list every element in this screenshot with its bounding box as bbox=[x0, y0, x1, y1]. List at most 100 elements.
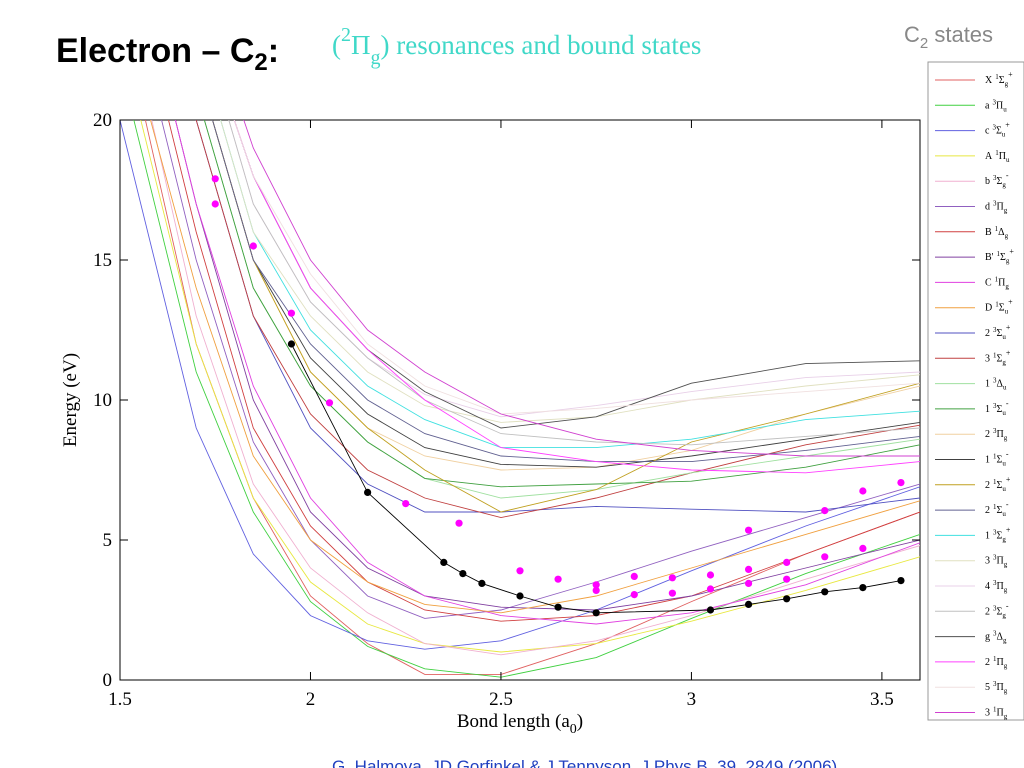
legend-label: 3 1Πg bbox=[985, 706, 1008, 721]
y-tick-label: 0 bbox=[103, 670, 113, 691]
legend-label: 2 3Σg- bbox=[985, 601, 1009, 619]
legend-state: C bbox=[985, 277, 992, 288]
legend-term: Π bbox=[997, 202, 1004, 213]
title-text: Electron – C bbox=[56, 32, 254, 70]
x-tick-label: 1.5 bbox=[108, 689, 132, 710]
legend-mult: 1 bbox=[995, 225, 999, 233]
legend-state: 1 bbox=[985, 404, 990, 415]
legend-sup: - bbox=[1006, 601, 1009, 610]
legend-state: c bbox=[985, 126, 990, 137]
series-line bbox=[203, 120, 920, 488]
legend-sub: g bbox=[1002, 358, 1006, 366]
legend-label: c 3Σu+ bbox=[985, 121, 1010, 139]
legend-label: 2 1Σu- bbox=[985, 500, 1009, 518]
bound-state-point bbox=[897, 577, 905, 585]
legend-state: 5 bbox=[985, 682, 990, 693]
resonance-point bbox=[706, 585, 715, 593]
bound-state-point bbox=[821, 588, 829, 596]
legend-state: 1 bbox=[985, 455, 990, 466]
legend-mult: 1 bbox=[993, 478, 997, 486]
legend-state: 2 bbox=[985, 606, 990, 617]
bound-state-point bbox=[516, 592, 524, 600]
subtitle-symbol: Π bbox=[351, 30, 371, 60]
resonance-point bbox=[859, 487, 867, 495]
resonance-point bbox=[821, 553, 829, 561]
legend-sub: g bbox=[1005, 80, 1009, 88]
resonance-point bbox=[325, 399, 334, 407]
legend-state: 2 bbox=[985, 657, 990, 668]
legend-label: 2 1Πg bbox=[985, 655, 1008, 670]
y-tick-label: 10 bbox=[93, 390, 112, 411]
series-line bbox=[203, 120, 920, 499]
resonance-point bbox=[744, 526, 753, 534]
legend-mult: 3 bbox=[993, 680, 997, 688]
legend-sub: u bbox=[1002, 510, 1006, 518]
legend-label: 5 3Πg bbox=[985, 680, 1008, 695]
legend-sub: u bbox=[1002, 131, 1006, 139]
legend-term: Σ bbox=[997, 404, 1003, 415]
legend-mult: 3 bbox=[993, 604, 997, 612]
legend-sub: u bbox=[1002, 333, 1006, 341]
legend-label: 2 3Πg bbox=[985, 427, 1008, 442]
legend-sub: u bbox=[1006, 156, 1010, 164]
legend-sub: g bbox=[1004, 687, 1008, 695]
legend-sup: - bbox=[1006, 450, 1009, 459]
legend-state: 2 bbox=[985, 328, 990, 339]
legend-term: Π bbox=[997, 429, 1004, 440]
legend-sup: + bbox=[1006, 323, 1011, 332]
series-line bbox=[212, 120, 920, 468]
legend-sub: g bbox=[1004, 586, 1008, 594]
subtitle: (2Πg) resonances and bound states bbox=[332, 24, 701, 69]
legend-state: d bbox=[985, 202, 990, 213]
legend-label: 3 3Πg bbox=[985, 554, 1008, 569]
legend-term: Σ bbox=[996, 126, 1002, 137]
legend-mult: 3 bbox=[993, 377, 997, 385]
legend-label: a 3Πu bbox=[985, 98, 1007, 113]
legend-label: A 1Πu bbox=[985, 149, 1010, 164]
legend-state: X bbox=[985, 75, 993, 86]
legend-mult: 3 bbox=[993, 630, 997, 638]
bound-state-point bbox=[478, 579, 486, 588]
series-line bbox=[174, 120, 920, 625]
resonance-point bbox=[249, 242, 257, 250]
legend-sub: u bbox=[1003, 384, 1007, 392]
resonance-point bbox=[287, 309, 296, 317]
legend-sub: g bbox=[1005, 232, 1009, 240]
series-line bbox=[243, 120, 920, 457]
bound-state-point bbox=[287, 340, 296, 348]
legend-mult: 3 bbox=[993, 427, 997, 435]
bound-state-point bbox=[440, 558, 448, 567]
citation: G. Halmova, JD Gorfinkel & J Tennyson, J… bbox=[332, 757, 837, 768]
legend-state: 3 bbox=[985, 708, 990, 719]
legend-sub: u bbox=[1005, 308, 1009, 316]
legend-sub: g bbox=[1005, 282, 1009, 290]
legend-mult: 3 bbox=[993, 326, 997, 334]
legend-label: 1 3Σg+ bbox=[985, 525, 1011, 543]
legend-mult: 3 bbox=[993, 200, 997, 208]
legend-state: D bbox=[985, 303, 992, 314]
resonance-point bbox=[554, 575, 562, 583]
legend-term: Π bbox=[997, 581, 1004, 592]
legend-sup: + bbox=[1006, 475, 1011, 484]
subtitle-sup: 2 bbox=[341, 24, 351, 46]
legend-mult: 1 bbox=[995, 301, 999, 309]
legend-term: Σ bbox=[997, 530, 1003, 541]
series-line bbox=[220, 120, 920, 423]
legend-sub: u bbox=[1002, 460, 1006, 468]
legend-mult: 1 bbox=[993, 453, 997, 461]
x-tick-label: 3 bbox=[687, 689, 697, 710]
legend-label: 2 3Σu+ bbox=[985, 323, 1011, 341]
resonance-point bbox=[402, 500, 410, 508]
legend-term: Π bbox=[999, 151, 1006, 162]
x-axis-label: Bond length (a0) bbox=[457, 711, 583, 737]
legend-label: 4 3Πg bbox=[985, 579, 1008, 594]
legend-mult: 1 bbox=[995, 73, 999, 81]
legend-label: 1 1Σu- bbox=[985, 450, 1009, 468]
legend-term: Σ bbox=[997, 353, 1003, 364]
resonance-point bbox=[783, 575, 791, 583]
legend-mult: 3 bbox=[992, 98, 996, 106]
subtitle-open: ( bbox=[332, 30, 341, 60]
curves bbox=[120, 120, 920, 678]
y-axis-label: Energy (eV) bbox=[60, 353, 81, 447]
